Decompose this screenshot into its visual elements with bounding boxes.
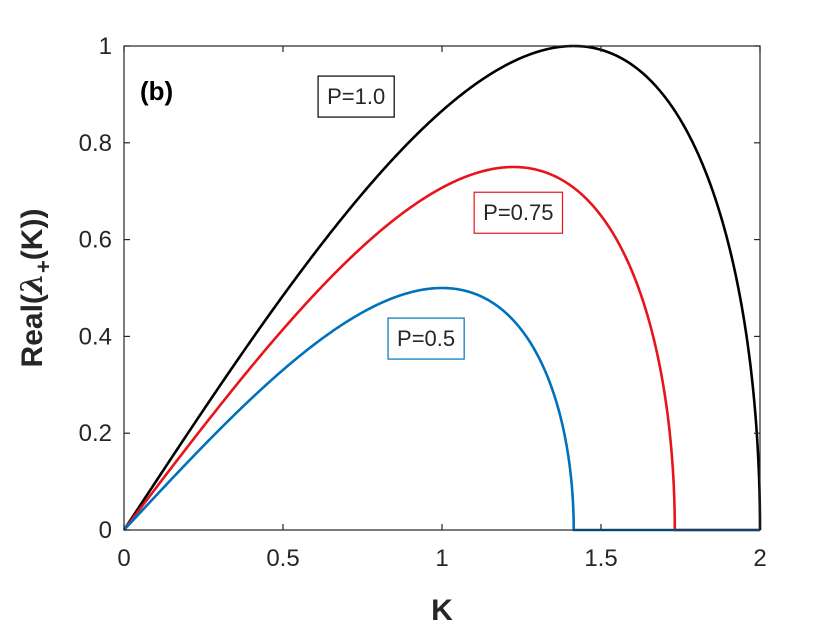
y-tick-label: 0.8 (79, 130, 112, 157)
labels-layer: P=1.0 P=0.75 P=0.5 (317, 75, 564, 360)
x-tick-label: 1 (435, 545, 448, 572)
y-axis-title-subscript: + (31, 260, 56, 273)
x-tick-label: 2 (753, 545, 766, 572)
x-tick-label: 0 (117, 545, 130, 572)
annotation-box (387, 317, 465, 360)
series-annotation: P=0.5 (387, 317, 465, 360)
y-axis-title: Real(λ+(K)) (15, 209, 56, 368)
annotation-box (473, 191, 564, 234)
series-layer (122, 44, 762, 532)
ticks-layer: 0 0.5 1 1.5 2 0 0.2 0.4 0.6 0.8 1 (79, 33, 767, 572)
y-axis-title-lambda: λ (15, 273, 50, 296)
x-tick-label: 0.5 (266, 545, 299, 572)
y-tick-label: 0 (99, 517, 112, 544)
y-tick-label: 0.4 (79, 323, 112, 350)
series-line-p-0-5 (123, 286, 760, 532)
x-axis-title: K (431, 594, 453, 627)
annotation-text: P=0.5 (397, 326, 455, 351)
y-axis-title-prefix: Real( (16, 294, 49, 367)
y-tick-label: 0.2 (79, 420, 112, 447)
y-axis-title-suffix: (K)) (16, 209, 49, 261)
annotation-text: P=1.0 (327, 84, 385, 109)
series-annotation: P=0.75 (473, 191, 564, 234)
annotation-box (317, 75, 395, 118)
y-tick-label: 1 (99, 33, 112, 60)
panel-label: (b) (140, 76, 173, 106)
y-tick-label: 0.6 (79, 227, 112, 254)
series-annotation: P=1.0 (317, 75, 395, 118)
series-line-p-0-75 (122, 165, 760, 532)
x-tick-label: 1.5 (584, 545, 617, 572)
annotation-text: P=0.75 (483, 200, 553, 225)
